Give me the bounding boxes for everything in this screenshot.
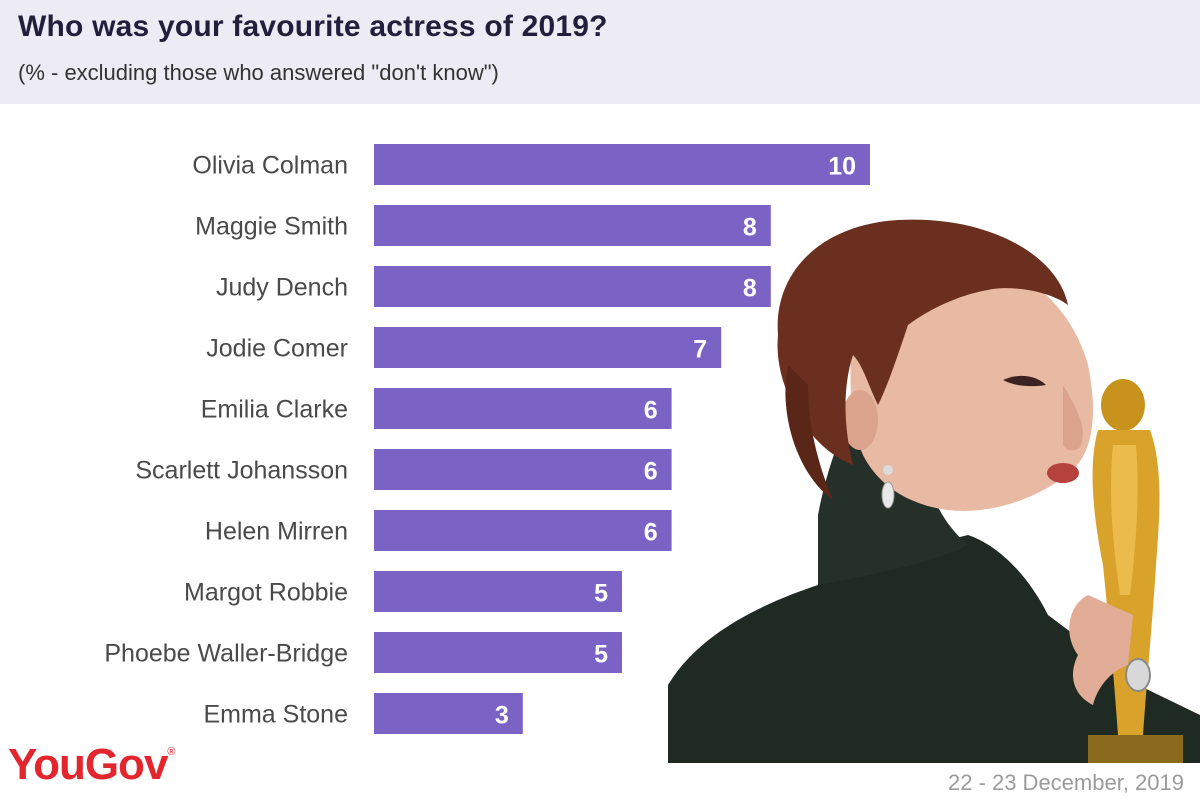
bar-2	[374, 266, 771, 307]
bar-0	[374, 144, 870, 185]
value-label: 6	[644, 397, 658, 425]
category-label: Judy Dench	[216, 274, 348, 302]
bar-5	[374, 449, 672, 490]
bar-9	[374, 693, 523, 734]
value-label: 6	[644, 458, 658, 486]
value-label: 6	[644, 519, 658, 547]
bar-3	[374, 327, 722, 368]
photo-actress-with-award	[668, 219, 1200, 763]
survey-date: 22 - 23 December, 2019	[947, 770, 1184, 795]
bar-7	[374, 571, 622, 612]
value-label: 3	[495, 702, 509, 730]
category-label: Emilia Clarke	[201, 396, 348, 424]
category-label: Olivia Colman	[192, 152, 348, 180]
value-label: 5	[594, 580, 608, 608]
category-label: Scarlett Johansson	[135, 457, 348, 485]
value-label: 8	[743, 214, 757, 242]
chart-subtitle: (% - excluding those who answered "don't…	[18, 60, 499, 85]
yougov-logo: YouGov®	[8, 740, 176, 789]
value-label: 8	[743, 275, 757, 303]
header-band: Who was your favourite actress of 2019? …	[0, 0, 1200, 104]
chart-title: Who was your favourite actress of 2019?	[18, 10, 608, 43]
bar-4	[374, 388, 672, 429]
category-label: Margot Robbie	[184, 579, 348, 607]
category-label: Jodie Comer	[206, 335, 348, 363]
bar-8	[374, 632, 622, 673]
category-label: Helen Mirren	[205, 518, 348, 546]
value-label: 7	[693, 336, 707, 364]
bar-6	[374, 510, 672, 551]
value-label: 5	[594, 641, 608, 669]
value-label: 10	[828, 153, 856, 181]
category-label: Phoebe Waller-Bridge	[104, 640, 348, 668]
category-label: Maggie Smith	[195, 213, 348, 241]
bar-1	[374, 205, 771, 246]
category-label: Emma Stone	[203, 701, 348, 729]
